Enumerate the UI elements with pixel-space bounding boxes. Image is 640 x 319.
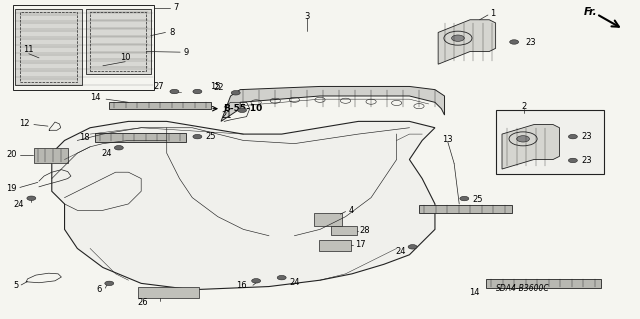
Text: 24: 24 <box>14 200 24 209</box>
Text: 28: 28 <box>360 226 370 235</box>
Text: 16: 16 <box>237 281 247 290</box>
Polygon shape <box>314 213 342 226</box>
Text: 9: 9 <box>183 48 189 57</box>
Circle shape <box>568 158 577 163</box>
Text: 18: 18 <box>79 133 90 142</box>
Text: 24: 24 <box>101 149 112 158</box>
Text: 22: 22 <box>214 83 224 92</box>
Text: 23: 23 <box>582 132 593 141</box>
Polygon shape <box>95 133 186 142</box>
Text: 25: 25 <box>472 195 483 204</box>
Circle shape <box>277 275 286 280</box>
Text: 25: 25 <box>205 132 216 141</box>
Text: SDA4-B3600C: SDA4-B3600C <box>495 284 549 293</box>
Polygon shape <box>109 102 211 109</box>
Polygon shape <box>486 278 601 288</box>
Text: 14: 14 <box>90 93 100 102</box>
Circle shape <box>193 89 202 94</box>
Circle shape <box>193 134 202 139</box>
Text: 1: 1 <box>490 9 495 18</box>
Text: 24: 24 <box>396 247 406 256</box>
Text: 10: 10 <box>120 53 131 62</box>
Text: 27: 27 <box>154 82 164 91</box>
Polygon shape <box>495 110 604 174</box>
Circle shape <box>115 145 124 150</box>
Polygon shape <box>86 9 151 74</box>
Circle shape <box>516 136 529 142</box>
Text: 12: 12 <box>19 119 29 129</box>
Polygon shape <box>34 148 68 163</box>
Text: B-55-10: B-55-10 <box>223 104 263 113</box>
Text: 23: 23 <box>525 38 536 47</box>
Circle shape <box>170 89 179 94</box>
Circle shape <box>460 196 468 201</box>
Text: 7: 7 <box>173 3 179 12</box>
Text: 26: 26 <box>137 298 148 307</box>
Text: 11: 11 <box>24 45 34 55</box>
Polygon shape <box>438 20 495 64</box>
Polygon shape <box>52 122 435 290</box>
Text: 6: 6 <box>96 285 102 293</box>
Circle shape <box>408 245 417 249</box>
Circle shape <box>568 134 577 139</box>
Text: 20: 20 <box>6 150 17 159</box>
Polygon shape <box>138 286 198 298</box>
Text: 24: 24 <box>289 278 300 287</box>
Circle shape <box>231 91 240 95</box>
Circle shape <box>27 196 36 200</box>
Polygon shape <box>332 226 357 235</box>
Text: 17: 17 <box>355 240 365 249</box>
Polygon shape <box>221 86 445 122</box>
Circle shape <box>105 281 114 286</box>
Text: 14: 14 <box>469 288 479 297</box>
Text: 21: 21 <box>221 111 232 120</box>
Text: 4: 4 <box>349 206 354 215</box>
Circle shape <box>509 40 518 44</box>
Text: 5: 5 <box>13 281 19 290</box>
Text: 13: 13 <box>442 135 453 144</box>
Polygon shape <box>319 240 351 251</box>
Text: 19: 19 <box>6 184 17 193</box>
Polygon shape <box>502 124 559 169</box>
Circle shape <box>237 108 246 113</box>
Text: 8: 8 <box>169 28 175 37</box>
Text: 23: 23 <box>582 156 593 165</box>
Circle shape <box>252 278 260 283</box>
Circle shape <box>452 35 465 41</box>
Polygon shape <box>15 9 83 85</box>
Text: Fr.: Fr. <box>584 7 598 17</box>
Text: 15: 15 <box>210 82 221 91</box>
Text: 2: 2 <box>522 102 527 111</box>
Polygon shape <box>419 204 511 213</box>
Text: 3: 3 <box>305 12 310 21</box>
